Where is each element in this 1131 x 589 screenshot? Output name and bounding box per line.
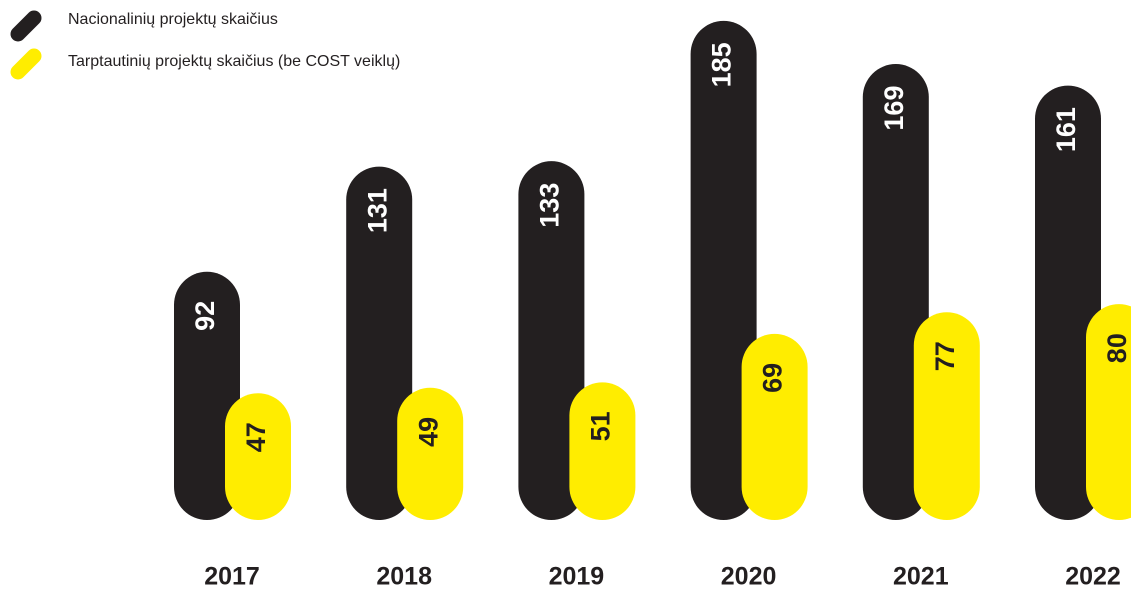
x-tick-label: 2022 bbox=[1065, 563, 1121, 589]
x-tick-label: 2018 bbox=[376, 563, 432, 589]
bar bbox=[397, 387, 464, 520]
bar bbox=[741, 333, 808, 520]
legend-label: Nacionalinių projektų skaičius bbox=[68, 11, 278, 28]
bar bbox=[1086, 304, 1131, 520]
data-label: 69 bbox=[758, 363, 788, 393]
data-label: 47 bbox=[241, 422, 271, 452]
x-tick-label: 2019 bbox=[549, 563, 605, 589]
bar bbox=[225, 393, 291, 520]
data-label: 161 bbox=[1051, 107, 1081, 152]
bar bbox=[1035, 85, 1101, 521]
data-label: 169 bbox=[879, 86, 909, 131]
x-tick-label: 2017 bbox=[204, 563, 260, 589]
data-label: 49 bbox=[413, 417, 443, 447]
data-label: 51 bbox=[586, 411, 616, 441]
data-label: 185 bbox=[707, 42, 737, 87]
data-label: 77 bbox=[930, 341, 960, 371]
legend-swatch bbox=[10, 48, 42, 80]
bar bbox=[569, 382, 636, 520]
bar bbox=[862, 64, 929, 520]
data-label: 80 bbox=[1102, 333, 1131, 363]
bar bbox=[690, 20, 757, 521]
legend-swatch bbox=[10, 10, 42, 42]
bar bbox=[174, 271, 240, 520]
bar bbox=[346, 166, 413, 520]
bar bbox=[913, 312, 980, 520]
x-tick-label: 2020 bbox=[721, 563, 777, 589]
data-label: 133 bbox=[535, 183, 565, 228]
x-tick-label: 2021 bbox=[893, 563, 949, 589]
data-label: 92 bbox=[190, 301, 220, 331]
bar bbox=[518, 161, 585, 521]
legend-label: Tarptautinių projektų skaičius (be COST … bbox=[68, 53, 400, 70]
data-label: 131 bbox=[362, 188, 392, 233]
